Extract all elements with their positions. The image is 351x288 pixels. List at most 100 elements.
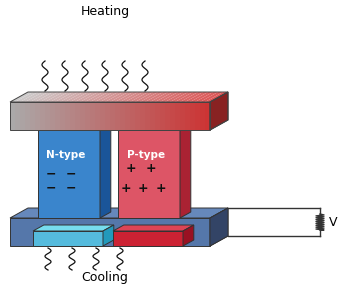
- Polygon shape: [38, 124, 111, 130]
- Polygon shape: [165, 92, 188, 102]
- Polygon shape: [140, 102, 145, 130]
- Polygon shape: [20, 92, 43, 102]
- Polygon shape: [25, 92, 48, 102]
- Polygon shape: [190, 92, 213, 102]
- Polygon shape: [65, 92, 88, 102]
- Polygon shape: [200, 102, 205, 130]
- Polygon shape: [130, 102, 135, 130]
- Polygon shape: [70, 102, 75, 130]
- Polygon shape: [210, 208, 228, 246]
- Polygon shape: [185, 102, 190, 130]
- Polygon shape: [33, 231, 103, 246]
- Polygon shape: [155, 102, 160, 130]
- Polygon shape: [75, 92, 98, 102]
- Polygon shape: [155, 92, 178, 102]
- Polygon shape: [85, 92, 108, 102]
- Polygon shape: [55, 92, 78, 102]
- Polygon shape: [200, 92, 223, 102]
- Polygon shape: [118, 130, 180, 218]
- Polygon shape: [30, 102, 35, 130]
- Polygon shape: [100, 102, 105, 130]
- Polygon shape: [65, 102, 70, 130]
- Polygon shape: [170, 92, 193, 102]
- Text: +: +: [121, 181, 131, 194]
- Polygon shape: [170, 102, 175, 130]
- Polygon shape: [180, 92, 203, 102]
- Polygon shape: [110, 102, 115, 130]
- Polygon shape: [10, 218, 210, 246]
- Polygon shape: [125, 102, 130, 130]
- Polygon shape: [160, 102, 165, 130]
- Text: Heating: Heating: [80, 5, 130, 18]
- Polygon shape: [210, 92, 228, 130]
- Polygon shape: [210, 208, 228, 246]
- Polygon shape: [30, 92, 53, 102]
- Polygon shape: [145, 102, 150, 130]
- Polygon shape: [125, 92, 148, 102]
- Polygon shape: [110, 92, 133, 102]
- Polygon shape: [70, 92, 93, 102]
- Polygon shape: [175, 102, 180, 130]
- Polygon shape: [38, 130, 100, 218]
- Polygon shape: [115, 102, 120, 130]
- Polygon shape: [45, 102, 50, 130]
- Polygon shape: [75, 102, 80, 130]
- Polygon shape: [45, 92, 68, 102]
- Polygon shape: [20, 102, 25, 130]
- Polygon shape: [140, 92, 163, 102]
- Polygon shape: [80, 102, 85, 130]
- Polygon shape: [105, 102, 110, 130]
- Polygon shape: [175, 92, 198, 102]
- Text: −: −: [66, 168, 76, 181]
- Text: Cooling: Cooling: [81, 272, 128, 285]
- Polygon shape: [180, 124, 191, 218]
- Polygon shape: [55, 102, 60, 130]
- Polygon shape: [145, 92, 168, 102]
- Polygon shape: [150, 92, 173, 102]
- Polygon shape: [85, 102, 90, 130]
- Polygon shape: [113, 231, 183, 246]
- Text: +: +: [156, 181, 166, 194]
- Polygon shape: [190, 102, 195, 130]
- Polygon shape: [10, 92, 33, 102]
- Polygon shape: [195, 92, 218, 102]
- Polygon shape: [80, 92, 103, 102]
- Polygon shape: [50, 102, 55, 130]
- Polygon shape: [160, 92, 183, 102]
- Polygon shape: [165, 102, 170, 130]
- Polygon shape: [95, 92, 118, 102]
- Polygon shape: [185, 92, 208, 102]
- Polygon shape: [205, 102, 210, 130]
- Polygon shape: [10, 102, 15, 130]
- Polygon shape: [135, 102, 140, 130]
- Polygon shape: [40, 102, 45, 130]
- Polygon shape: [100, 124, 111, 218]
- Text: P-type: P-type: [127, 150, 165, 160]
- Text: −: −: [66, 181, 76, 194]
- Polygon shape: [40, 92, 63, 102]
- Text: +: +: [126, 162, 136, 175]
- Polygon shape: [15, 102, 20, 130]
- Text: +: +: [138, 181, 148, 194]
- Polygon shape: [103, 225, 114, 246]
- Text: −: −: [46, 181, 56, 194]
- Polygon shape: [120, 92, 143, 102]
- Polygon shape: [195, 102, 200, 130]
- Polygon shape: [100, 92, 123, 102]
- Polygon shape: [115, 92, 138, 102]
- Text: −: −: [46, 168, 56, 181]
- Polygon shape: [105, 92, 128, 102]
- Polygon shape: [95, 102, 100, 130]
- Polygon shape: [183, 225, 194, 246]
- Polygon shape: [113, 225, 194, 231]
- Polygon shape: [150, 102, 155, 130]
- Text: N-type: N-type: [46, 150, 86, 160]
- Polygon shape: [50, 92, 73, 102]
- Polygon shape: [118, 124, 191, 130]
- Polygon shape: [25, 102, 30, 130]
- Polygon shape: [180, 102, 185, 130]
- Polygon shape: [90, 102, 95, 130]
- Polygon shape: [120, 102, 125, 130]
- Polygon shape: [205, 92, 228, 102]
- Polygon shape: [33, 225, 114, 231]
